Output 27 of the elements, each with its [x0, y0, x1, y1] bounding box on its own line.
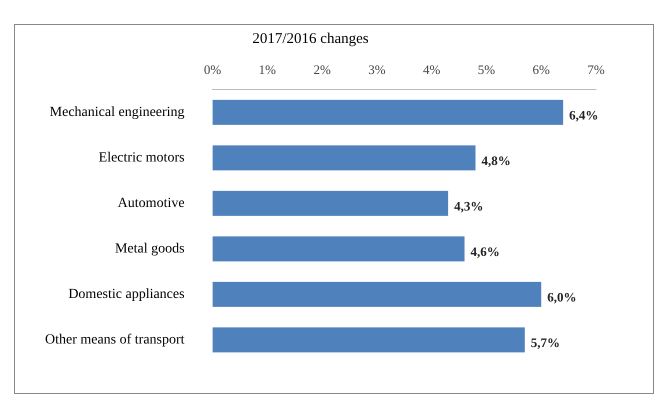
data-label: 4,8% — [481, 153, 511, 168]
data-label: 6,4% — [569, 108, 598, 123]
y-tick-label: Domestic appliances — [68, 287, 185, 302]
x-tick-label: 5% — [478, 62, 496, 78]
y-tick-label: Metal goods — [114, 242, 185, 257]
data-label: 4,3% — [454, 198, 484, 214]
data-label: 6,0% — [547, 290, 576, 305]
y-tick-label: Electric motors — [98, 150, 185, 166]
x-tick-label: 4% — [423, 62, 440, 78]
data-label: 4,6% — [470, 244, 500, 260]
x-tick-label: 7% — [587, 62, 605, 78]
x-tick-label: 3% — [368, 62, 386, 78]
y-tick-label: Other means of transport — [44, 332, 185, 348]
bar — [212, 100, 564, 125]
data-label: 5,7% — [530, 335, 560, 350]
x-tick-label: 1% — [258, 62, 276, 78]
bar — [212, 327, 525, 352]
y-tick-label: Automotive — [118, 196, 185, 212]
bar — [212, 282, 542, 307]
x-tick-label: 2% — [313, 62, 331, 78]
x-tick-label: 6% — [532, 62, 550, 78]
bar — [212, 190, 448, 216]
chart-title: 2017/2016 changes — [252, 30, 369, 47]
x-tick-label: 0% — [204, 62, 222, 78]
bar — [212, 145, 476, 170]
y-tick-label: Mechanical engineering — [50, 105, 185, 120]
bar — [212, 236, 465, 262]
